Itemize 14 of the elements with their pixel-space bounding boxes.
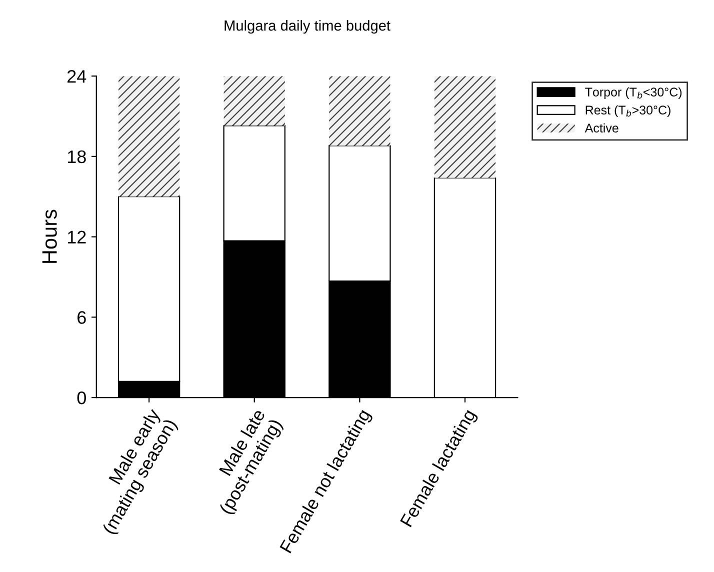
bar <box>118 76 180 197</box>
bar <box>224 76 285 126</box>
legend-label: Active <box>584 123 618 133</box>
y-axis-title: Hours <box>42 210 57 263</box>
y-tick-label: 24 <box>67 70 86 83</box>
y-tick-label: 12 <box>68 230 86 244</box>
y-tick-label: 6 <box>78 311 86 324</box>
chart-title: Mulgara daily time budget <box>224 20 390 34</box>
bar <box>434 76 496 178</box>
bar <box>329 76 390 146</box>
y-tick-label: 0 <box>77 391 86 404</box>
legend-label: Rest (T$_{b}$>30°C) <box>586 105 670 117</box>
legend-label: Torpor (T$_{b}$<30°C) <box>585 87 682 99</box>
y-tick-label: 18 <box>68 150 86 164</box>
